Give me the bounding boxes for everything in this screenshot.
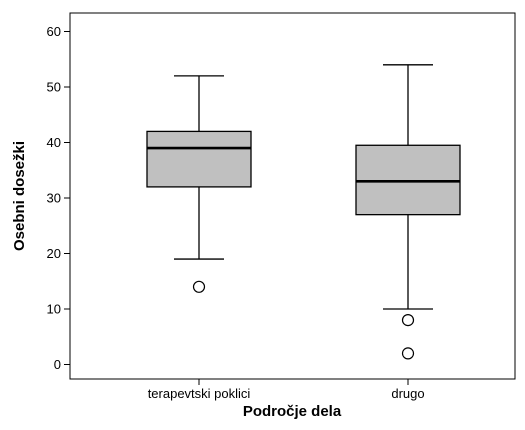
y-tick-label: 30 <box>47 191 61 206</box>
iqr-box <box>355 144 461 216</box>
y-tick-label: 20 <box>47 246 61 261</box>
y-tick-label: 0 <box>54 357 61 372</box>
iqr-box <box>146 130 252 188</box>
x-axis-title: Področje dela <box>243 403 342 420</box>
box-1 <box>146 75 252 293</box>
outlier-point <box>401 314 415 327</box>
y-axis: 0 10 20 30 40 50 60 <box>47 24 70 372</box>
boxes-group <box>146 64 461 360</box>
plot-frame <box>69 12 516 380</box>
y-tick-label: 40 <box>47 135 61 150</box>
x-tick-label: drugo <box>391 386 424 401</box>
y-tick-label: 10 <box>47 302 61 317</box>
y-tick-label: 50 <box>47 80 61 95</box>
x-tick-label: terapevtski poklici <box>148 386 251 401</box>
outlier-point <box>192 280 206 293</box>
y-tick-label: 60 <box>47 24 61 39</box>
box-2 <box>355 64 461 360</box>
y-axis-title: Osebni dosežki <box>11 141 28 251</box>
outlier-point <box>401 347 415 360</box>
x-axis: terapevtski poklici drugo <box>148 379 425 401</box>
